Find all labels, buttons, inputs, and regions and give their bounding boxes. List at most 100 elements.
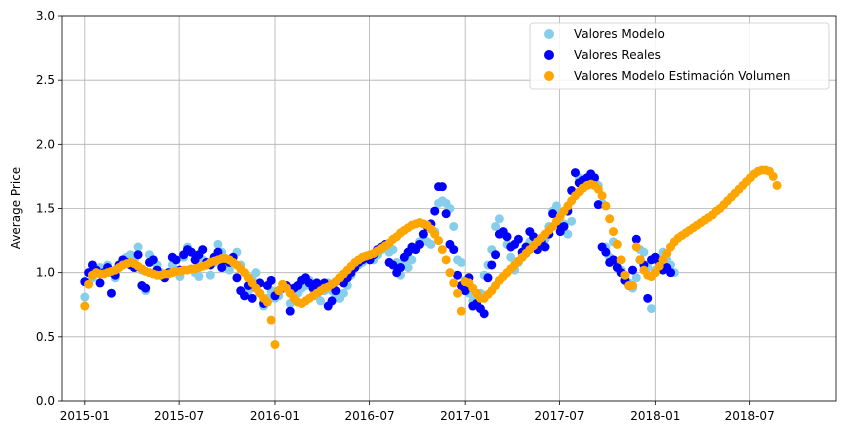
point-valores-reales bbox=[106, 288, 116, 298]
y-tick-label: 1.5 bbox=[36, 202, 55, 216]
y-tick-label: 3.0 bbox=[36, 9, 55, 23]
point-valores-reales bbox=[171, 255, 181, 265]
point-valores-modelo-estimacion-volumen bbox=[635, 255, 645, 265]
series-valores-modelo-estimacion-volumen bbox=[80, 165, 782, 350]
y-tick-label: 0.0 bbox=[36, 394, 55, 408]
x-tick-label: 2015-01 bbox=[60, 409, 110, 423]
point-valores-reales bbox=[247, 293, 257, 303]
x-tick-label: 2016-01 bbox=[250, 409, 300, 423]
point-valores-reales bbox=[548, 209, 558, 219]
point-valores-reales bbox=[418, 229, 428, 239]
point-valores-reales bbox=[643, 293, 653, 303]
point-valores-modelo bbox=[647, 304, 657, 314]
point-valores-modelo bbox=[403, 263, 413, 273]
x-tick-label: 2018-07 bbox=[725, 409, 775, 423]
point-valores-reales bbox=[141, 283, 151, 293]
y-tick-label: 2.5 bbox=[36, 73, 55, 87]
point-valores-reales bbox=[502, 232, 512, 242]
point-valores-modelo bbox=[639, 247, 649, 257]
point-valores-modelo-estimacion-volumen bbox=[628, 281, 638, 290]
point-valores-reales bbox=[483, 273, 493, 283]
point-valores-reales bbox=[513, 234, 523, 244]
point-valores-modelo-estimacion-volumen bbox=[620, 270, 630, 280]
point-valores-modelo bbox=[213, 239, 223, 249]
point-valores-reales bbox=[631, 234, 641, 244]
point-valores-modelo-estimacion-volumen bbox=[262, 297, 272, 307]
point-valores-modelo bbox=[491, 221, 501, 231]
point-valores-reales bbox=[437, 182, 447, 192]
point-valores-modelo-estimacion-volumen bbox=[434, 236, 444, 246]
point-valores-reales bbox=[198, 245, 208, 255]
point-valores-reales bbox=[266, 275, 276, 285]
point-valores-modelo bbox=[194, 272, 204, 282]
legend-label-valores-modelo: Valores Modelo bbox=[574, 27, 665, 41]
x-axis: 2015-01 2015-07 2016-01 2016-07 2017-01 2017-… bbox=[60, 401, 775, 423]
point-valores-modelo bbox=[456, 257, 466, 267]
point-valores-modelo-estimacion-volumen bbox=[445, 268, 455, 278]
point-valores-reales bbox=[460, 286, 470, 296]
legend-label-valores-modelo-estimacion-volumen: Valores Modelo Estimación Volumen bbox=[574, 69, 790, 83]
point-valores-modelo-estimacion-volumen bbox=[597, 191, 607, 201]
legend-box bbox=[529, 22, 830, 90]
point-valores-reales bbox=[186, 247, 196, 257]
point-valores-modelo-estimacion-volumen bbox=[608, 227, 618, 237]
point-valores-reales bbox=[217, 263, 227, 273]
point-valores-reales bbox=[559, 221, 569, 231]
point-valores-modelo bbox=[426, 239, 436, 249]
point-valores-modelo-estimacion-volumen bbox=[449, 278, 459, 288]
legend-marker-valores-modelo-estimacion-volumen bbox=[544, 71, 554, 81]
point-valores-reales bbox=[449, 245, 459, 255]
point-valores-reales bbox=[453, 270, 463, 280]
point-valores-reales bbox=[479, 309, 489, 319]
point-valores-reales bbox=[570, 168, 580, 178]
point-valores-reales bbox=[540, 242, 550, 252]
point-valores-modelo-estimacion-volumen bbox=[612, 239, 622, 249]
point-valores-modelo-estimacion-volumen bbox=[453, 288, 463, 298]
point-valores-modelo-estimacion-volumen bbox=[437, 245, 447, 255]
point-valores-modelo-estimacion-volumen bbox=[605, 214, 615, 224]
point-valores-reales bbox=[491, 250, 501, 260]
point-valores-reales bbox=[95, 278, 105, 288]
point-valores-modelo bbox=[224, 265, 234, 275]
point-valores-modelo bbox=[506, 252, 516, 262]
point-valores-modelo-estimacion-volumen bbox=[601, 201, 611, 211]
legend-marker-valores-reales bbox=[544, 50, 554, 60]
point-valores-modelo bbox=[316, 296, 326, 306]
point-valores-reales bbox=[327, 296, 337, 306]
legend-marker-valores-modelo bbox=[544, 29, 554, 39]
x-tick-label: 2015-07 bbox=[154, 409, 204, 423]
y-axis: 0.0 0.5 1.0 1.5 2.0 2.5 3.0 bbox=[36, 9, 62, 408]
point-valores-reales bbox=[601, 247, 611, 257]
point-valores-reales bbox=[285, 306, 295, 316]
point-valores-reales bbox=[415, 239, 425, 249]
point-valores-modelo bbox=[80, 292, 90, 302]
point-valores-reales bbox=[593, 200, 603, 210]
point-valores-reales bbox=[232, 273, 242, 283]
point-valores-modelo bbox=[551, 201, 561, 211]
point-valores-modelo-estimacion-volumen bbox=[631, 242, 641, 252]
point-valores-modelo-estimacion-volumen bbox=[616, 255, 626, 265]
y-tick-label: 2.0 bbox=[36, 137, 55, 151]
data-points bbox=[80, 165, 782, 350]
point-valores-modelo-estimacion-volumen bbox=[80, 301, 90, 311]
point-valores-reales bbox=[396, 263, 406, 273]
point-valores-modelo bbox=[251, 268, 261, 278]
legend-label-valores-reales: Valores Reales bbox=[574, 48, 661, 62]
point-valores-reales bbox=[628, 265, 638, 275]
point-valores-modelo-estimacion-volumen bbox=[270, 340, 280, 350]
point-valores-modelo bbox=[205, 270, 215, 280]
y-tick-label: 0.5 bbox=[36, 330, 55, 344]
point-valores-modelo bbox=[407, 255, 417, 265]
point-valores-reales bbox=[441, 209, 451, 219]
point-valores-reales bbox=[608, 255, 618, 265]
point-valores-modelo-estimacion-volumen bbox=[84, 279, 94, 289]
point-valores-reales bbox=[148, 255, 158, 265]
point-valores-modelo-estimacion-volumen bbox=[768, 171, 778, 181]
point-valores-reales bbox=[388, 260, 398, 270]
x-tick-label: 2017-07 bbox=[534, 409, 584, 423]
x-tick-label: 2016-07 bbox=[344, 409, 394, 423]
point-valores-modelo bbox=[338, 288, 348, 298]
point-valores-modelo bbox=[133, 242, 143, 252]
point-valores-reales bbox=[133, 250, 143, 260]
